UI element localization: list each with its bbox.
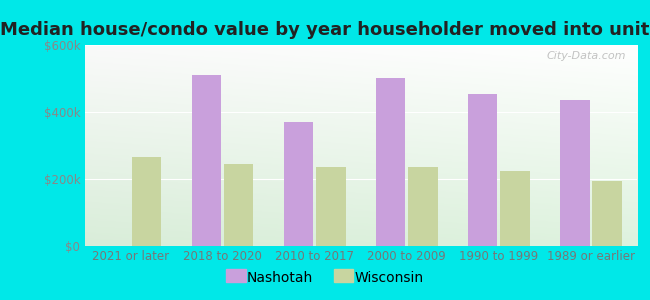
Bar <box>376 79 406 246</box>
Bar <box>192 75 221 246</box>
Bar <box>316 167 346 246</box>
Bar <box>408 167 437 246</box>
Bar <box>592 181 622 246</box>
Text: City-Data.com: City-Data.com <box>547 51 626 61</box>
Bar <box>224 164 254 246</box>
Legend: Nashotah, Wisconsin: Nashotah, Wisconsin <box>220 265 430 290</box>
Bar <box>132 157 161 246</box>
Bar <box>284 122 313 246</box>
Bar <box>500 171 530 246</box>
Bar <box>560 100 590 246</box>
Text: Median house/condo value by year householder moved into unit: Median house/condo value by year househo… <box>0 21 650 39</box>
Bar <box>468 94 497 246</box>
